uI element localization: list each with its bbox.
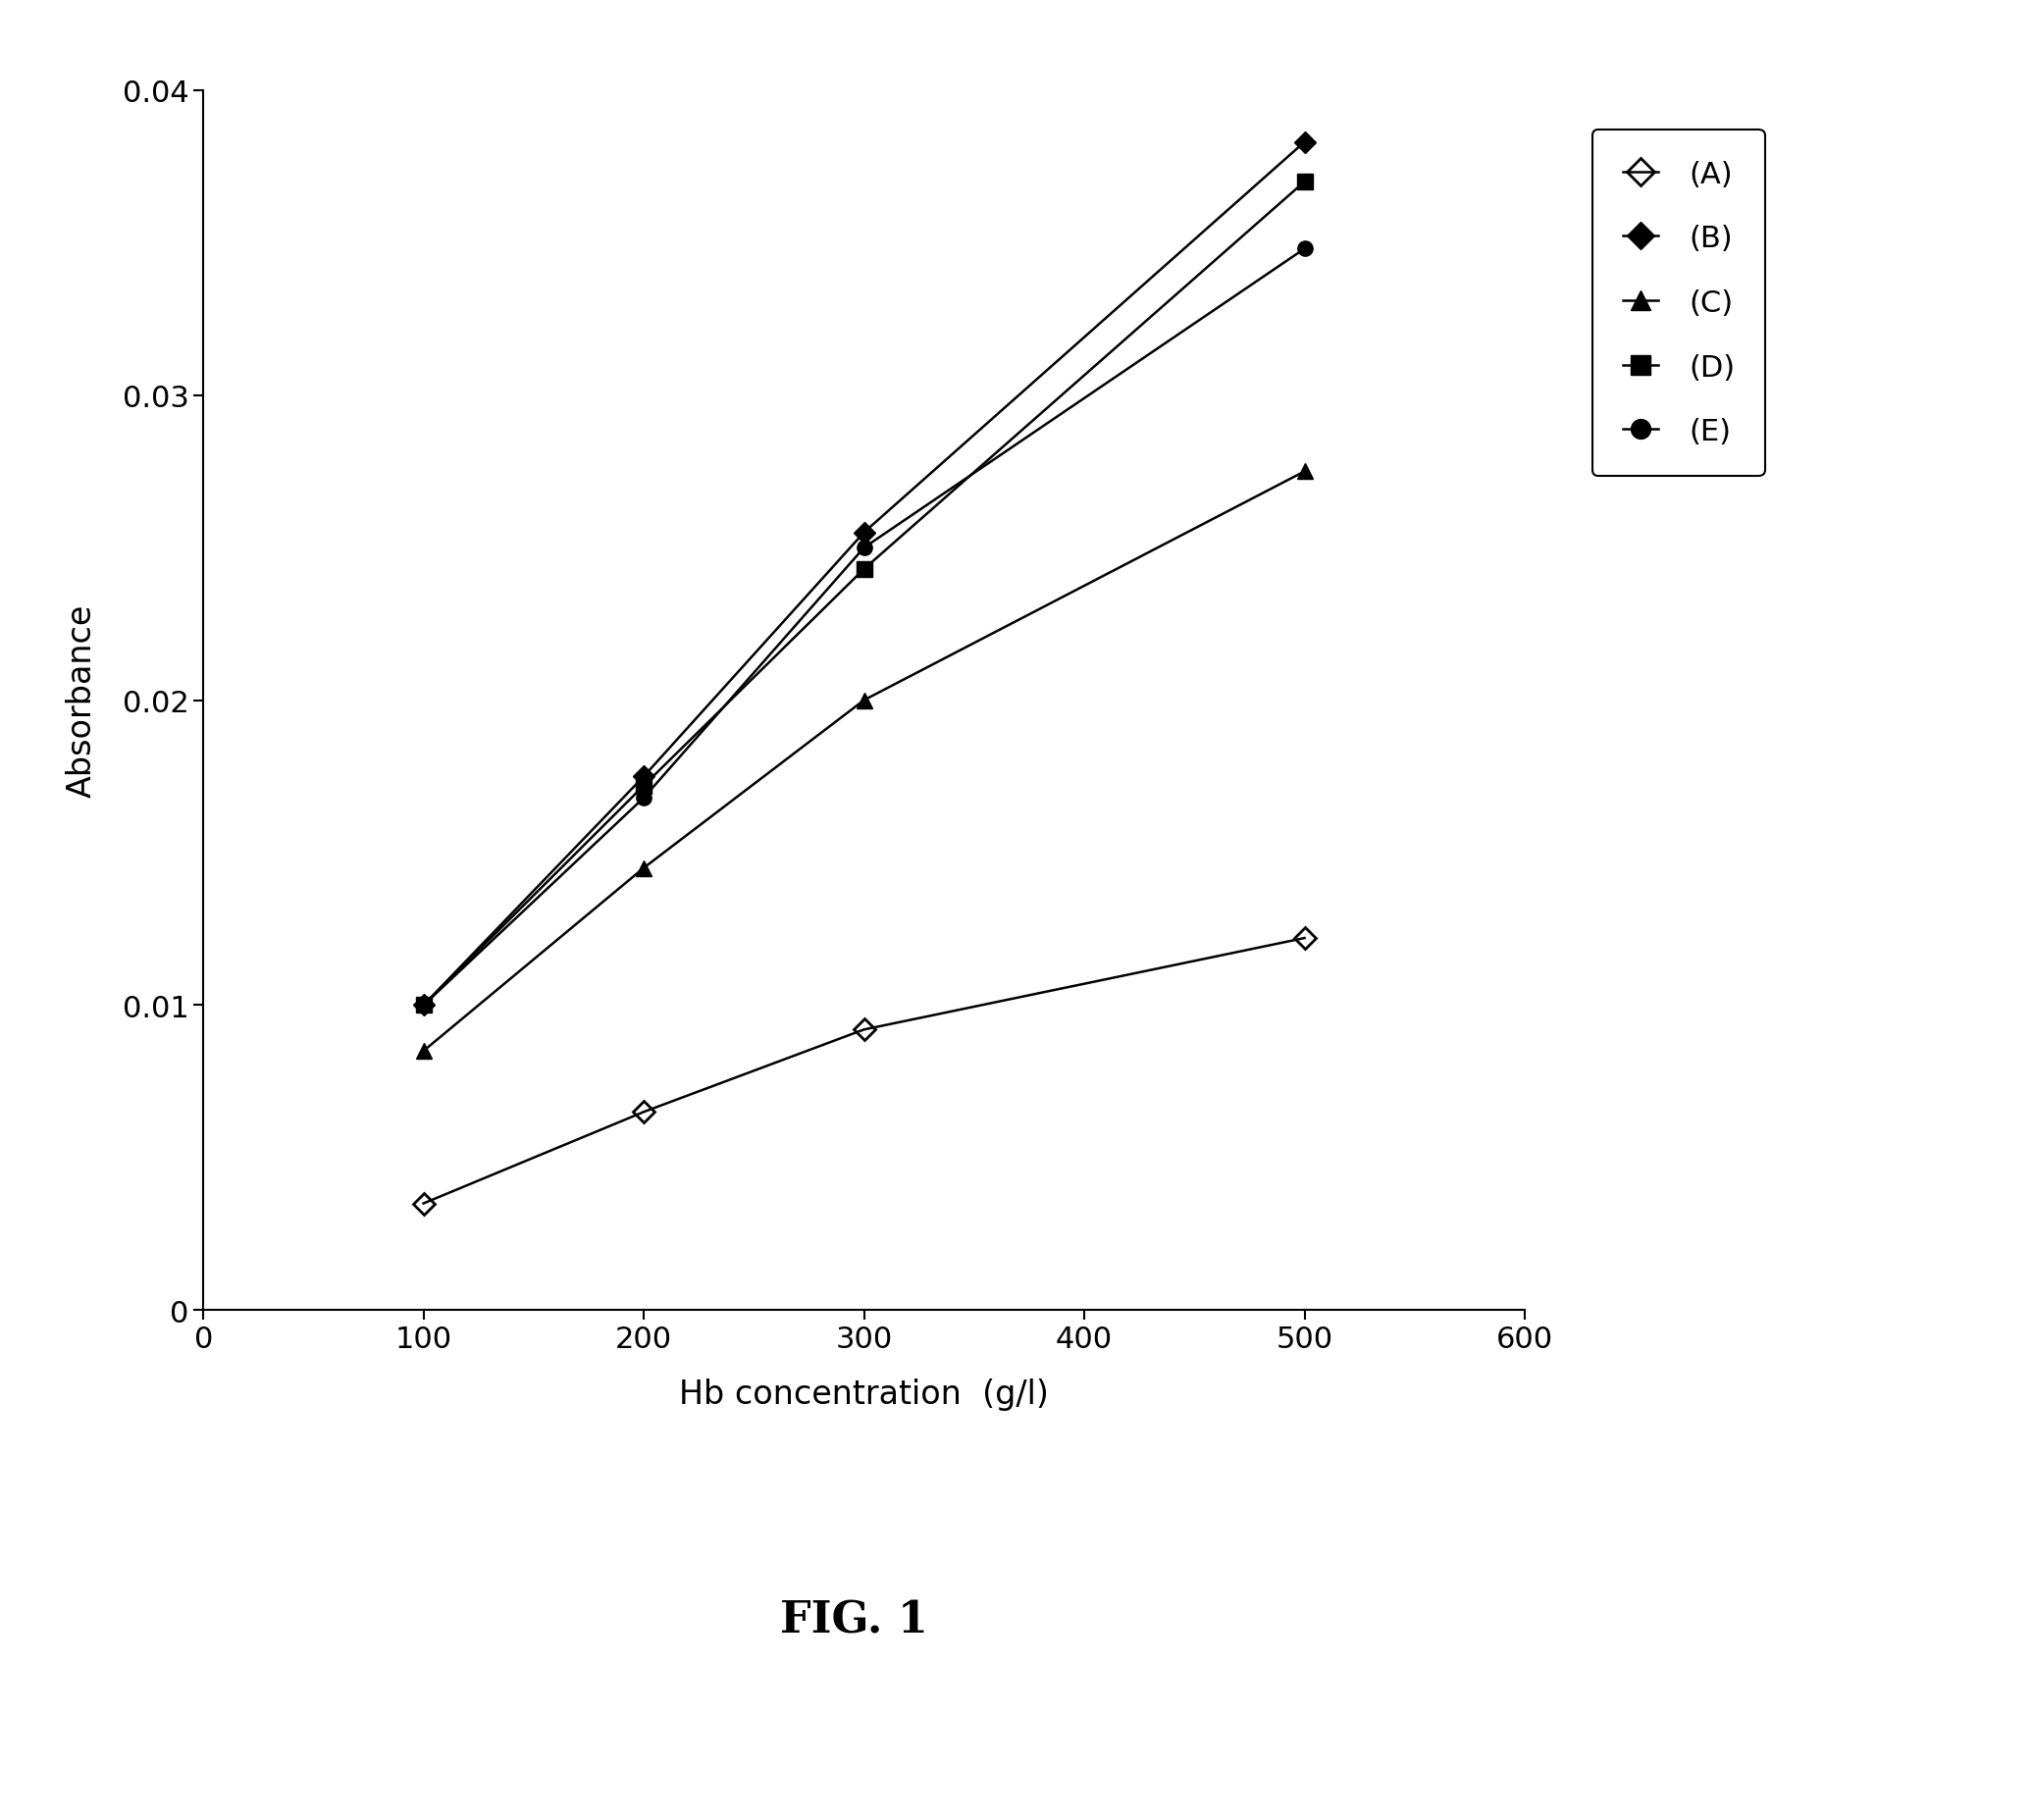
(B) (632, 766, 657, 788)
(B) (411, 994, 435, 1016)
Y-axis label: Absorbance: Absorbance (65, 604, 98, 797)
(D) (411, 994, 435, 1016)
(C) (1293, 460, 1317, 482)
Line: (A): (A) (417, 932, 1311, 1210)
(A) (411, 1192, 435, 1214)
(E) (411, 994, 435, 1016)
(A) (632, 1101, 657, 1123)
(D) (632, 775, 657, 797)
Line: (C): (C) (417, 464, 1311, 1059)
(A) (852, 1019, 876, 1041)
(D) (1293, 171, 1317, 193)
(E) (1293, 238, 1317, 260)
Legend: (A), (B), (C), (D), (E): (A), (B), (C), (D), (E) (1592, 131, 1765, 477)
(A) (1293, 928, 1317, 950)
Text: FIG. 1: FIG. 1 (781, 1598, 927, 1642)
(C) (411, 1041, 435, 1063)
(B) (852, 522, 876, 544)
X-axis label: Hb concentration  (g/l): Hb concentration (g/l) (679, 1378, 1049, 1410)
Line: (B): (B) (417, 135, 1311, 1014)
(D) (852, 559, 876, 581)
Line: (D): (D) (417, 175, 1311, 1014)
(B) (1293, 131, 1317, 153)
(E) (852, 537, 876, 559)
Line: (E): (E) (417, 242, 1311, 1014)
(C) (632, 857, 657, 879)
(E) (632, 788, 657, 810)
(C) (852, 690, 876, 712)
